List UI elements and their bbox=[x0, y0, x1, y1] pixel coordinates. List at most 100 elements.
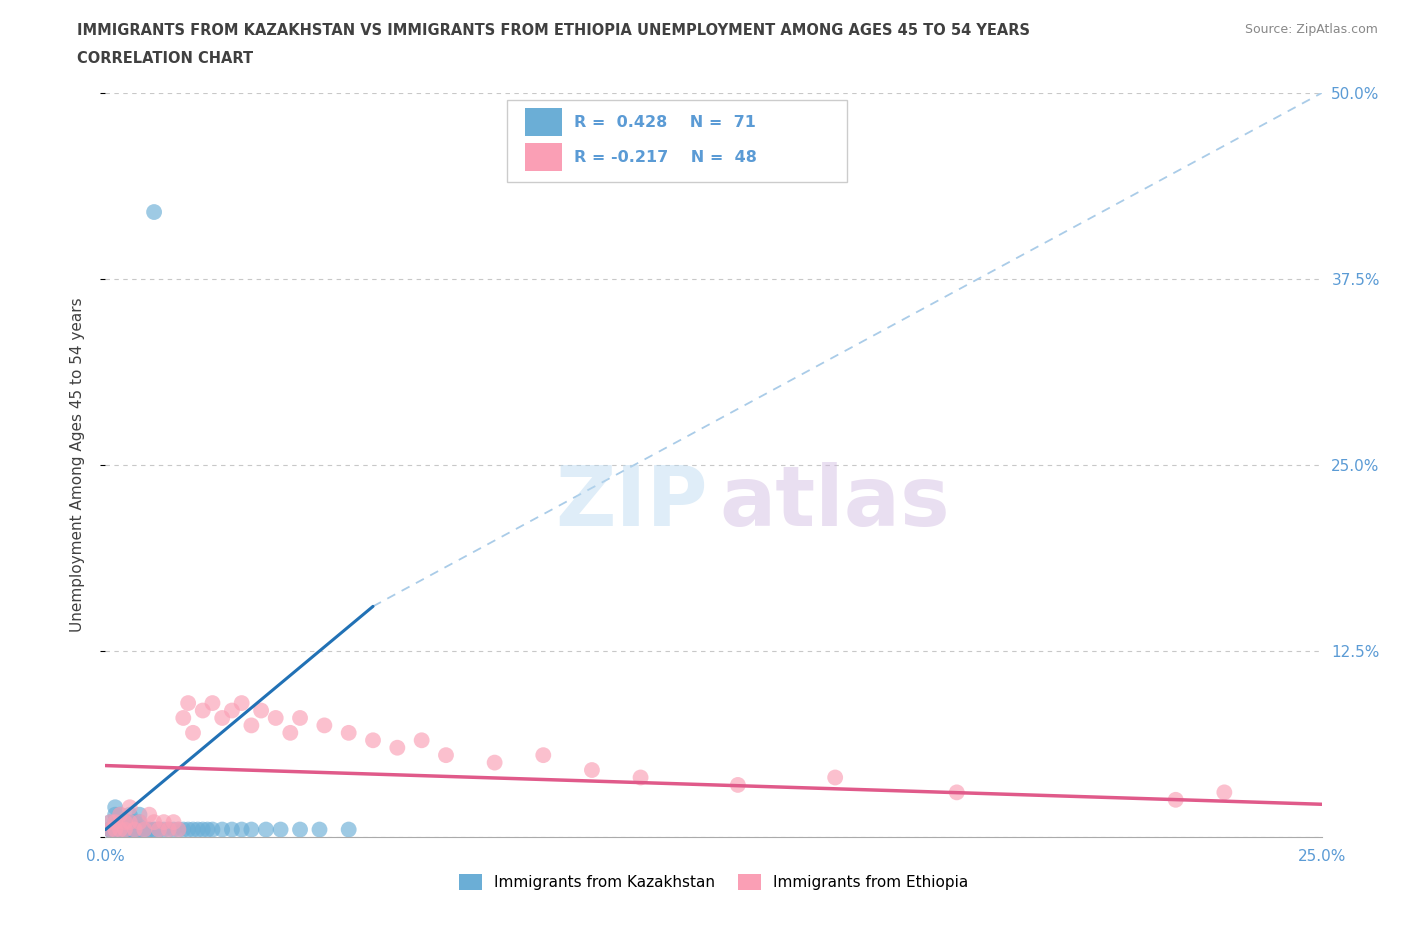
Text: CORRELATION CHART: CORRELATION CHART bbox=[77, 51, 253, 66]
Point bbox=[108, 822, 131, 837]
Point bbox=[138, 807, 160, 822]
Point bbox=[143, 822, 166, 837]
Point bbox=[118, 822, 141, 837]
Point bbox=[337, 822, 360, 837]
Point bbox=[211, 711, 233, 725]
Point bbox=[531, 748, 554, 763]
Point bbox=[148, 822, 170, 837]
Point bbox=[108, 822, 131, 837]
Text: Source: ZipAtlas.com: Source: ZipAtlas.com bbox=[1244, 23, 1378, 36]
Point bbox=[118, 800, 141, 815]
Point bbox=[114, 822, 136, 837]
Point bbox=[108, 815, 131, 830]
Point bbox=[98, 822, 121, 837]
Point bbox=[314, 718, 336, 733]
Point bbox=[128, 815, 150, 830]
Point bbox=[108, 822, 131, 837]
Point bbox=[114, 822, 136, 837]
Point bbox=[118, 815, 141, 830]
Point bbox=[134, 822, 156, 837]
Point bbox=[162, 822, 184, 837]
Point bbox=[143, 815, 166, 830]
Point bbox=[153, 815, 176, 830]
Point bbox=[337, 725, 360, 740]
Point bbox=[98, 822, 121, 837]
Text: R =  0.428    N =  71: R = 0.428 N = 71 bbox=[574, 115, 755, 130]
Point bbox=[153, 822, 176, 837]
Point bbox=[98, 822, 121, 837]
FancyBboxPatch shape bbox=[524, 108, 561, 136]
Text: R = -0.217    N =  48: R = -0.217 N = 48 bbox=[574, 151, 756, 166]
Point bbox=[128, 822, 150, 837]
Point bbox=[104, 807, 127, 822]
Point bbox=[114, 822, 136, 837]
Point bbox=[114, 822, 136, 837]
Point bbox=[108, 807, 131, 822]
Point bbox=[177, 696, 200, 711]
Point bbox=[191, 822, 214, 837]
Point bbox=[118, 807, 141, 822]
Point bbox=[221, 703, 243, 718]
Point bbox=[231, 696, 253, 711]
Point bbox=[98, 815, 121, 830]
Point bbox=[114, 815, 136, 830]
Legend: Immigrants from Kazakhstan, Immigrants from Ethiopia: Immigrants from Kazakhstan, Immigrants f… bbox=[453, 868, 974, 897]
Point bbox=[581, 763, 603, 777]
Point bbox=[278, 725, 301, 740]
Point bbox=[270, 822, 292, 837]
Point bbox=[114, 822, 136, 837]
Point bbox=[1213, 785, 1236, 800]
Point bbox=[118, 822, 141, 837]
FancyBboxPatch shape bbox=[506, 100, 848, 182]
Point bbox=[167, 822, 190, 837]
Point bbox=[181, 725, 204, 740]
Point bbox=[124, 822, 146, 837]
Point bbox=[824, 770, 846, 785]
Point bbox=[411, 733, 433, 748]
Point bbox=[124, 822, 146, 837]
Point bbox=[162, 815, 184, 830]
Text: atlas: atlas bbox=[720, 461, 950, 543]
Point bbox=[138, 822, 160, 837]
Point bbox=[104, 815, 127, 830]
Point bbox=[108, 822, 131, 837]
Point bbox=[187, 822, 209, 837]
Text: IMMIGRANTS FROM KAZAKHSTAN VS IMMIGRANTS FROM ETHIOPIA UNEMPLOYMENT AMONG AGES 4: IMMIGRANTS FROM KAZAKHSTAN VS IMMIGRANTS… bbox=[77, 23, 1031, 38]
Point bbox=[104, 822, 127, 837]
Point bbox=[108, 822, 131, 837]
Point bbox=[167, 822, 190, 837]
Point bbox=[118, 822, 141, 837]
Point bbox=[118, 815, 141, 830]
Point bbox=[250, 703, 273, 718]
Point bbox=[387, 740, 409, 755]
Point bbox=[124, 822, 146, 837]
Point bbox=[221, 822, 243, 837]
Point bbox=[240, 822, 263, 837]
FancyBboxPatch shape bbox=[524, 143, 561, 171]
Point bbox=[104, 800, 127, 815]
Point bbox=[104, 822, 127, 837]
Point bbox=[104, 822, 127, 837]
Point bbox=[108, 822, 131, 837]
Point bbox=[288, 711, 311, 725]
Point bbox=[134, 822, 156, 837]
Point bbox=[114, 822, 136, 837]
Y-axis label: Unemployment Among Ages 45 to 54 years: Unemployment Among Ages 45 to 54 years bbox=[70, 298, 84, 632]
Point bbox=[211, 822, 233, 837]
Point bbox=[727, 777, 749, 792]
Point bbox=[128, 822, 150, 837]
Point bbox=[138, 822, 160, 837]
Point bbox=[104, 822, 127, 837]
Point bbox=[118, 822, 141, 837]
Point bbox=[181, 822, 204, 837]
Point bbox=[484, 755, 506, 770]
Point bbox=[177, 822, 200, 837]
Point bbox=[104, 815, 127, 830]
Text: ZIP: ZIP bbox=[555, 461, 707, 543]
Point bbox=[434, 748, 457, 763]
Point bbox=[945, 785, 967, 800]
Point bbox=[201, 696, 224, 711]
Point bbox=[264, 711, 287, 725]
Point bbox=[108, 822, 131, 837]
Point bbox=[98, 822, 121, 837]
